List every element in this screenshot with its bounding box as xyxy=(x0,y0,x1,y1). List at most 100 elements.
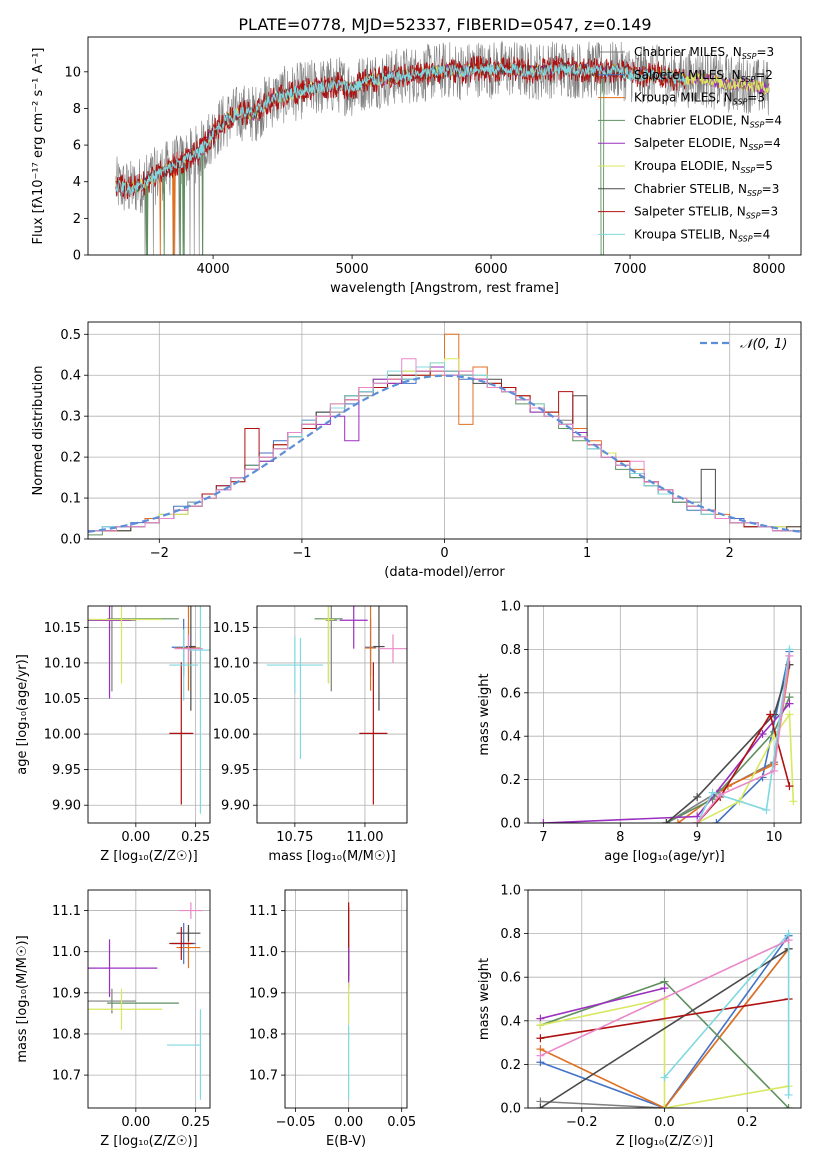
y-tick-label: 11.1 xyxy=(249,904,278,919)
legend-label: Salpeter MILES, NSSP=2 xyxy=(634,68,773,84)
massweight-line xyxy=(665,664,791,823)
massweight-marker xyxy=(784,1104,793,1108)
x-tick-label: 0.00 xyxy=(334,1115,363,1130)
y-tick-label: 0.0 xyxy=(60,533,81,548)
y-tick-label: 10.00 xyxy=(213,728,250,743)
y-tick-label: 0.4 xyxy=(500,1014,521,1029)
age-vs-metallicity-panel: 0.00 0.25 9.90 9.95 10.00 10.05 10.10 10.15 Z [l… xyxy=(15,605,211,864)
y-axis-label: age [log₁₀(age/yr)] xyxy=(15,654,30,775)
x-axis-label: Z [log₁₀(Z/Z☉)] xyxy=(100,1134,197,1149)
spectrum-line xyxy=(115,61,687,196)
y-tick-label: 1.0 xyxy=(500,884,521,899)
y-tick-label: 10.8 xyxy=(249,1027,278,1042)
x-tick-label: 0.05 xyxy=(387,1115,416,1130)
y-tick-label: 10.7 xyxy=(52,1069,81,1084)
legend-label: Kroupa STELIB, NSSP=4 xyxy=(634,227,770,243)
massweight-line xyxy=(663,931,790,1095)
x-axis-label: age [log₁₀(age/yr)] xyxy=(604,849,725,864)
massweight-vs-age-panel: 7 8 9 10 0.0 0.2 0.4 0.6 0.8 1.0 age [log₁₀(age/yr… xyxy=(477,600,802,864)
y-tick-label: 10.9 xyxy=(249,986,278,1001)
x-tick-label: 10 xyxy=(766,830,783,845)
x-tick-label: 2 xyxy=(726,546,734,561)
x-tick-label: 9 xyxy=(693,830,701,845)
y-tick-label: 0.1 xyxy=(60,492,81,507)
mass-vs-metallicity-panel: 0.00 0.25 10.7 10.8 10.9 11.0 11.1 Z [log₁₀(Z/Z… xyxy=(15,889,211,1149)
x-axis-label: Z [log₁₀(Z/Z☉)] xyxy=(100,849,197,864)
massweight-marker xyxy=(766,710,775,719)
y-axis-label: Normed distribution xyxy=(31,366,46,496)
massweight-marker xyxy=(539,819,548,823)
y-tick-label: 11.0 xyxy=(249,945,278,960)
axes-frame xyxy=(87,889,211,1109)
legend-label: Kroupa MILES, NSSP=3 xyxy=(634,91,765,107)
y-tick-label: 0.0 xyxy=(500,817,521,832)
legend-label: Kroupa ELODIE, NSSP=5 xyxy=(634,159,773,175)
residuals-panel: −2 −1 0 1 2 0.0 0.1 0.2 0.3 0.4 0.5 (data-model)/er… xyxy=(31,321,802,580)
y-tick-label: 10.7 xyxy=(249,1069,278,1084)
x-tick-label: 11.00 xyxy=(346,830,383,845)
massweight-marker xyxy=(662,819,671,823)
axes-frame xyxy=(284,889,408,1109)
y-tick-label: 0.8 xyxy=(500,643,521,658)
plot-area xyxy=(88,333,801,536)
axes-frame xyxy=(256,605,408,824)
plot-area xyxy=(266,606,407,805)
massweight-marker xyxy=(784,1090,793,1099)
massweight-marker xyxy=(660,1073,669,1082)
massweight-line xyxy=(540,987,665,1020)
y-tick-label: 10.15 xyxy=(213,621,250,636)
massweight-marker xyxy=(536,1034,545,1043)
massweight-marker xyxy=(708,788,717,797)
y-tick-label: 10.9 xyxy=(52,986,81,1001)
spectrum-panel: 4000 5000 6000 7000 8000 0 2 4 6 8 10 wavelength [A… xyxy=(31,36,802,296)
massweight-marker xyxy=(785,710,794,719)
spectrum-line xyxy=(115,54,686,200)
massweight-marker xyxy=(536,1021,545,1030)
massweight-line xyxy=(540,998,789,1039)
massweight-marker xyxy=(693,819,702,823)
plot-area xyxy=(88,606,210,814)
y-tick-label: 10.10 xyxy=(213,656,250,671)
x-tick-label: 0.0 xyxy=(654,1115,675,1130)
y-tick-label: 1.0 xyxy=(500,600,521,615)
age-vs-mass-panel: 10.75 11.00 9.90 9.95 10.00 10.05 10.10 10.15 ma… xyxy=(213,605,408,864)
y-axis-label: Flux [fλ10⁻¹⁷ erg cm⁻² s⁻¹ A⁻¹] xyxy=(31,48,46,245)
y-tick-label: 0.5 xyxy=(60,328,81,343)
y-tick-label: 0.2 xyxy=(500,773,521,788)
massweight-line xyxy=(696,655,791,823)
y-tick-label: 11.0 xyxy=(52,945,81,960)
massweight-marker xyxy=(536,1104,545,1108)
y-tick-label: 0.8 xyxy=(500,927,521,942)
massweight-marker xyxy=(536,1051,545,1060)
y-tick-label: 10 xyxy=(64,65,81,80)
massweight-marker xyxy=(693,792,702,801)
x-tick-label: −0.05 xyxy=(276,1115,316,1130)
massweight-marker xyxy=(785,699,794,708)
legend-label: Chabrier STELIB, NSSP=3 xyxy=(634,182,779,198)
axes-frame xyxy=(527,889,802,1109)
x-axis-label: E(B-V) xyxy=(326,1134,366,1149)
y-tick-label: 9.90 xyxy=(52,799,81,814)
y-tick-label: 0.2 xyxy=(500,1058,521,1073)
massweight-line xyxy=(540,998,789,1108)
y-tick-label: 0.6 xyxy=(500,971,521,986)
y-tick-label: 4 xyxy=(73,175,81,190)
y-tick-label: 9.90 xyxy=(221,799,250,814)
x-tick-label: 0.00 xyxy=(121,1115,150,1130)
legend-label: Salpeter ELODIE, NSSP=4 xyxy=(634,136,781,152)
legend-label: Chabrier MILES, NSSP=3 xyxy=(634,45,774,61)
x-axis-label: (data-model)/error xyxy=(384,565,505,580)
axes-frame xyxy=(87,36,802,256)
x-tick-label: 0.25 xyxy=(181,830,210,845)
massweight-marker xyxy=(758,730,767,739)
y-tick-label: 10.10 xyxy=(44,656,81,671)
massweight-line xyxy=(540,939,789,1057)
axes-frame xyxy=(87,605,211,824)
y-tick-label: 6 xyxy=(73,139,81,154)
y-axis-label: mass weight xyxy=(477,958,492,1040)
massweight-marker xyxy=(785,651,794,660)
x-tick-label: 0.2 xyxy=(737,1115,758,1130)
y-axis-label: mass [log₁₀(M/M☉)] xyxy=(15,935,30,1062)
y-tick-label: 10.00 xyxy=(44,728,81,743)
y-tick-label: 10.05 xyxy=(213,692,250,707)
